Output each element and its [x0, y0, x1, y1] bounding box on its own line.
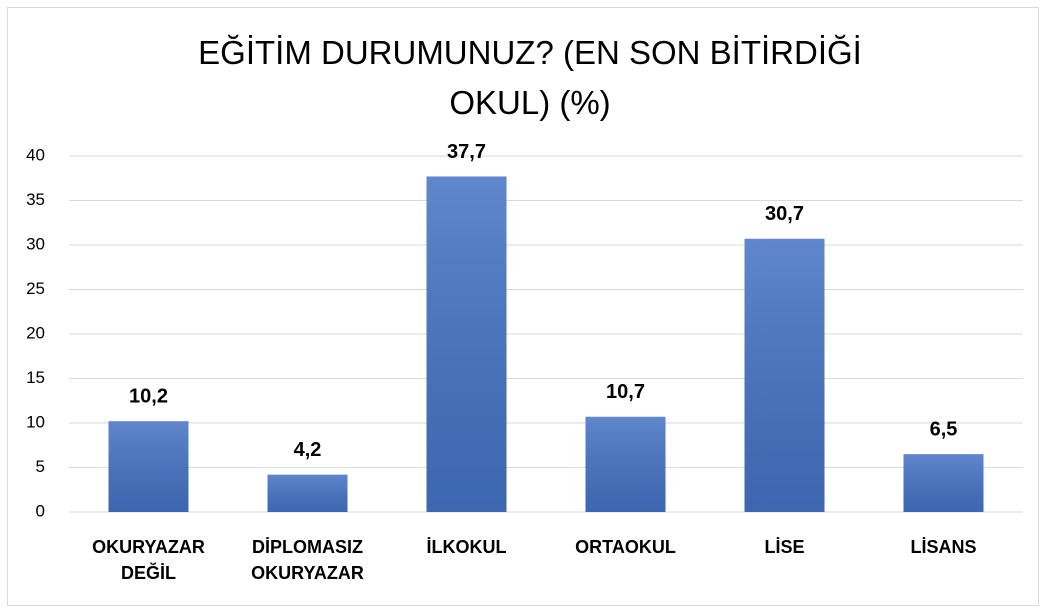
x-tick-label: ORTAOKUL	[575, 537, 676, 557]
x-tick-label: İLKOKUL	[426, 537, 507, 557]
bar-shade	[267, 474, 348, 512]
x-tick-label: OKURYAZAR DEĞİL	[92, 537, 205, 583]
data-label: 30,7	[765, 203, 804, 225]
y-tick-label: 30	[26, 234, 45, 253]
x-tick-label: LİSANS	[910, 537, 977, 557]
bar-shade	[426, 176, 507, 512]
y-tick-label: 10	[26, 412, 45, 431]
data-label: 6,5	[930, 418, 958, 440]
bar-shade	[585, 416, 666, 512]
chart-title: EĞİTİM DURUMUNUZ? (EN SON BİTİRDİĞİ OKUL…	[198, 34, 862, 121]
data-label: 10,7	[606, 381, 645, 403]
y-tick-label: 15	[26, 368, 45, 387]
y-tick-label: 5	[36, 457, 45, 476]
bar-shade	[903, 454, 984, 512]
bar-shade	[108, 421, 189, 512]
x-tick-label: LİSE	[764, 537, 805, 557]
y-tick-label: 0	[36, 501, 45, 520]
data-label: 10,2	[129, 386, 168, 408]
y-tick-label: 25	[26, 279, 45, 298]
x-tick-label: DİPLOMASIZ OKURYAZAR	[251, 537, 364, 583]
y-tick-label: 35	[26, 190, 45, 209]
data-label: 4,2	[294, 439, 322, 461]
bar-shade	[744, 238, 825, 512]
y-tick-label: 20	[26, 323, 45, 342]
data-label: 37,7	[447, 141, 486, 163]
y-tick-label: 40	[26, 145, 45, 164]
